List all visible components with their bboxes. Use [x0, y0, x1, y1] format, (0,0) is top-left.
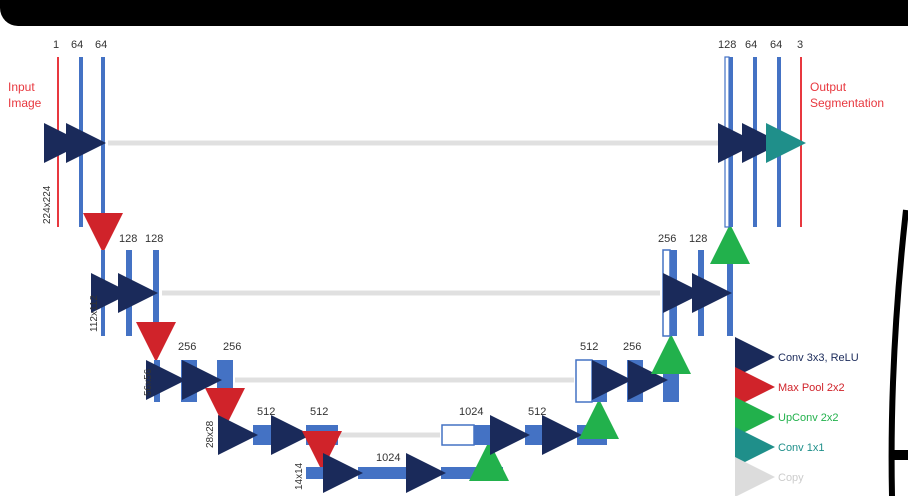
legend-conv-label: Conv 3x3, ReLU: [778, 352, 859, 364]
legend: Conv 3x3, ReLU Max Pool 2x2 UpConv 2x2 C…: [735, 337, 859, 496]
legend-conv1x1-label: Conv 1x1: [778, 442, 824, 454]
l1-right-ch-4: 3: [797, 39, 803, 51]
l1-right-block-1: [753, 57, 757, 227]
legend-maxpool-label: Max Pool 2x2: [778, 382, 845, 394]
l4-left-block-0: [218, 425, 232, 445]
l4-right-upconv-block: [474, 425, 504, 445]
top-black-bar: [0, 0, 908, 26]
output-label-line2: Segmentation: [810, 96, 884, 110]
legend-copy-label: Copy: [778, 472, 804, 484]
l1-left-ch-1: 1: [53, 39, 59, 51]
l2-right-ch-2: 128: [689, 233, 707, 245]
copy-connections: [108, 140, 722, 438]
l1-right-block-2: [777, 57, 781, 227]
l5-block-0: [306, 467, 338, 479]
right-frame-stroke: [888, 209, 908, 496]
input-label-line2: Image: [8, 96, 42, 110]
l1-right-copy-block: [724, 56, 730, 228]
l3-right-block-1: [627, 360, 643, 402]
l3-left-block-0: [154, 360, 160, 402]
l2-left-block-0: [101, 250, 105, 336]
l1-left-ch-2: 64: [71, 39, 83, 51]
l3-left-ch-1: 256: [178, 341, 196, 353]
l1-right-ch-1: 128: [718, 39, 736, 51]
legend-upconv-label: UpConv 2x2: [778, 412, 839, 424]
l2-left-block-2: [153, 250, 159, 336]
l5-resolution: 14x14: [294, 462, 305, 490]
l2-left-ch-1: 128: [119, 233, 137, 245]
l1-right-ch-3: 64: [770, 39, 782, 51]
l4-left-block-1: [253, 425, 285, 445]
l2-left-ch-2: 128: [145, 233, 163, 245]
input-image-bar: [57, 57, 59, 227]
l2-right-ch-1: 256: [658, 233, 676, 245]
l3-resolution: 56x56: [143, 368, 154, 396]
output-label-line1: Output: [810, 80, 847, 94]
l2-right-block-2: [727, 250, 733, 336]
input-label-line1: Input: [8, 80, 35, 94]
l4-right-ch-1: 1024: [459, 406, 483, 418]
l3-right-ch-2: 256: [623, 341, 641, 353]
l4-left-ch-2: 512: [310, 406, 328, 418]
l4-right-ch-2: 512: [528, 406, 546, 418]
l1-resolution: 224x224: [42, 185, 53, 224]
l5-ch: 1024: [376, 452, 400, 464]
l3-right-copy-block: [575, 359, 593, 403]
l4-right-block-1: [525, 425, 557, 445]
l3-right-block-2: [663, 360, 679, 402]
l2-right-upconv-block: [670, 250, 677, 336]
l5-block-2: [441, 467, 503, 479]
l1-left-ch-3: 64: [95, 39, 107, 51]
l4-right-block-2: [577, 425, 607, 445]
right-frame-tab: [894, 450, 908, 460]
l3-right-upconv-block: [592, 360, 607, 402]
l2-right-block-1: [698, 250, 704, 336]
l2-resolution: 112x112: [89, 295, 100, 332]
l5-block-1: [358, 467, 420, 479]
l3-right-ch-1: 512: [580, 341, 598, 353]
l1-right-ch-2: 64: [745, 39, 757, 51]
l1-left-block-2: [101, 57, 105, 227]
l3-left-ch-2: 256: [223, 341, 241, 353]
l3-left-block-1: [181, 360, 197, 402]
l3-left-block-2: [217, 360, 233, 402]
output-segmentation-bar: [800, 57, 802, 227]
l1-left-block-1: [79, 57, 83, 227]
l4-resolution: 28x28: [205, 420, 216, 448]
l2-left-block-1: [126, 250, 132, 336]
l1-right-upconv-block: [729, 57, 733, 227]
l2-right-copy-block: [662, 249, 671, 337]
l4-left-block-2: [306, 425, 338, 445]
l4-right-copy-block: [441, 424, 475, 446]
l4-left-ch-1: 512: [257, 406, 275, 418]
